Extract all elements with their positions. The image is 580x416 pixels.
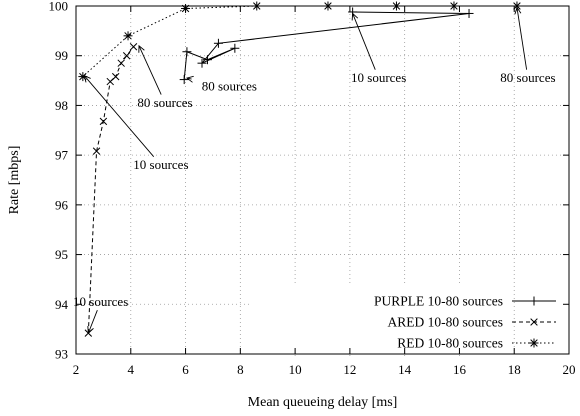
x-tick-label: 10 bbox=[289, 362, 302, 377]
axis-ticks: 2 4 6 8 10 12 14 16 18 20 93 94 95 96 97 98 99 100 bbox=[49, 0, 576, 377]
legend: PURPLE 10-80 sources ARED 10-80 sources RE… bbox=[374, 294, 556, 351]
data-point bbox=[123, 31, 133, 41]
legend-entry: RED 10-80 sources bbox=[397, 336, 556, 351]
data-point bbox=[111, 72, 120, 81]
legend-marker bbox=[529, 338, 539, 348]
legend-marker bbox=[529, 296, 539, 306]
legend-label: RED 10-80 sources bbox=[397, 336, 503, 351]
grid-lines bbox=[76, 6, 569, 356]
annotation-label: 10 sources bbox=[133, 157, 188, 172]
data-point bbox=[84, 329, 93, 337]
legend-entry: ARED 10-80 sources bbox=[388, 315, 556, 330]
y-tick-label: 94 bbox=[55, 297, 69, 312]
annotation-arrow-line bbox=[516, 7, 528, 70]
y-tick-label: 95 bbox=[55, 247, 68, 262]
x-tick-label: 14 bbox=[398, 362, 412, 377]
plot-frame bbox=[75, 5, 570, 355]
data-point bbox=[117, 59, 125, 67]
data-point bbox=[202, 55, 212, 65]
annotation-label: 10 sources bbox=[351, 70, 406, 85]
y-tick-label: 100 bbox=[49, 0, 69, 14]
data-point bbox=[129, 43, 138, 51]
annotation: 10 sources bbox=[83, 74, 189, 172]
annotation-label: 10 sources bbox=[73, 294, 128, 309]
annotation: 80 sources bbox=[137, 44, 193, 110]
annotation-arrow-line bbox=[83, 75, 155, 157]
data-point bbox=[92, 147, 101, 155]
data-point bbox=[179, 75, 189, 85]
x-tick-label: 8 bbox=[237, 362, 244, 377]
legend-marker bbox=[530, 318, 538, 326]
annotation: 80 sources bbox=[500, 6, 556, 85]
legend-entry: PURPLE 10-80 sources bbox=[374, 294, 556, 309]
data-point bbox=[197, 58, 207, 68]
annotation-label: 80 sources bbox=[137, 95, 192, 110]
data-point bbox=[122, 51, 131, 60]
annotation: 10 sources bbox=[73, 294, 128, 335]
annotation: 80 sources bbox=[185, 75, 257, 94]
annotations: 10 sources 10 sources 80 sources 80 sources… bbox=[73, 6, 556, 335]
x-tick-label: 4 bbox=[128, 362, 135, 377]
data-point bbox=[464, 8, 474, 18]
y-tick-label: 93 bbox=[55, 347, 68, 362]
annotation-arrow-line bbox=[138, 45, 162, 95]
annotation-arrow-head bbox=[185, 75, 194, 83]
x-axis-title: Mean queueing delay [ms] bbox=[248, 395, 398, 410]
x-tick-label: 12 bbox=[343, 362, 356, 377]
data-point bbox=[182, 47, 192, 57]
x-tick-label: 6 bbox=[182, 362, 189, 377]
legend-label: PURPLE 10-80 sources bbox=[374, 294, 503, 309]
y-tick-label: 99 bbox=[55, 48, 68, 63]
series-line bbox=[87, 46, 134, 334]
legend-label: ARED 10-80 sources bbox=[388, 315, 503, 330]
annotation-label: 80 sources bbox=[202, 79, 257, 94]
annotation-arrow-head bbox=[138, 44, 145, 53]
y-tick-label: 96 bbox=[55, 197, 69, 212]
series-1 bbox=[84, 43, 138, 337]
x-tick-label: 20 bbox=[563, 362, 576, 377]
annotation-arrow-line bbox=[87, 310, 98, 334]
annotation-arrow-line bbox=[352, 13, 376, 70]
y-tick-label: 97 bbox=[55, 148, 69, 163]
x-tick-label: 2 bbox=[73, 362, 80, 377]
data-point bbox=[78, 72, 88, 82]
annotation: 10 sources bbox=[351, 12, 406, 85]
y-tick-label: 98 bbox=[55, 98, 68, 113]
data-point bbox=[99, 117, 108, 126]
x-tick-label: 18 bbox=[508, 362, 521, 377]
data-point bbox=[213, 38, 223, 48]
annotation-label: 80 sources bbox=[500, 70, 555, 85]
data-point bbox=[230, 43, 240, 53]
series-0 bbox=[179, 7, 474, 85]
series-line bbox=[183, 11, 470, 80]
y-axis-title: Rate [mbps] bbox=[7, 146, 22, 215]
x-tick-label: 16 bbox=[453, 362, 467, 377]
